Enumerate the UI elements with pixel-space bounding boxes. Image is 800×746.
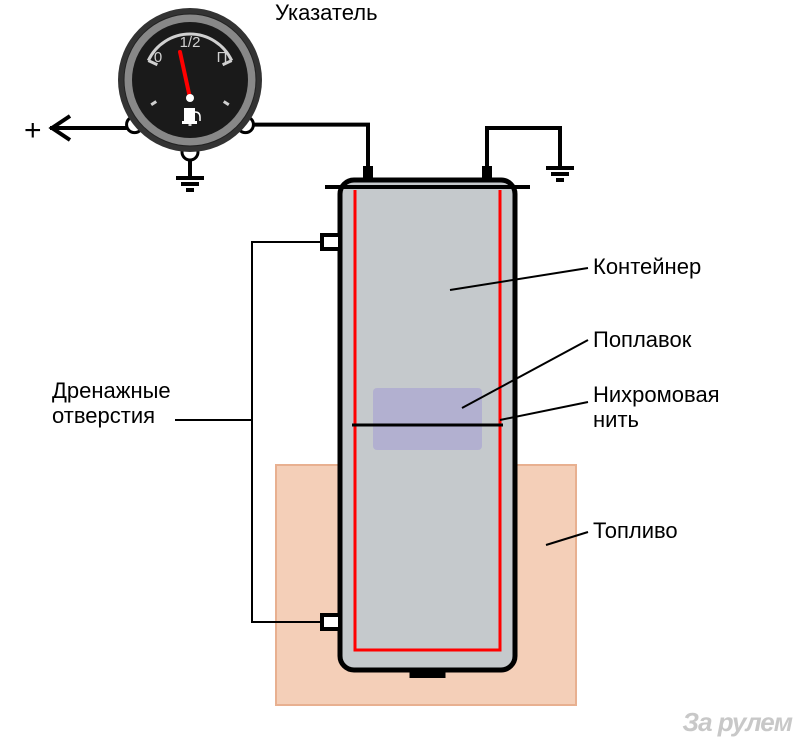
label-wire: Нихромоваянить <box>593 382 720 433</box>
gauge-label-full: П <box>217 49 228 66</box>
ground-left <box>176 160 204 190</box>
gauge-label-half: 1/2 <box>180 34 201 51</box>
label-drainage: Дренажныеотверстия <box>52 378 171 429</box>
float <box>373 388 482 450</box>
watermark: За рулем <box>682 707 792 738</box>
drainage-port-top <box>322 235 340 249</box>
diagram-svg: 0 1/2 П <box>0 0 800 746</box>
container-plug <box>410 668 446 678</box>
gauge-label-zero: 0 <box>154 49 162 66</box>
wire-main <box>253 125 368 166</box>
label-gauge: Указатель <box>275 0 378 26</box>
ground-right <box>546 150 574 180</box>
fuel-sensor-diagram: 0 1/2 П Указатель Контейнер Поплавок Них… <box>0 0 800 746</box>
label-container: Контейнер <box>593 254 701 280</box>
wire-right <box>487 128 560 166</box>
gauge-pivot <box>186 94 194 102</box>
fuel-gauge: 0 1/2 П <box>118 8 262 152</box>
label-float: Поплавок <box>593 327 691 353</box>
drainage-port-bottom <box>322 615 340 629</box>
terminal-post <box>363 166 373 180</box>
label-fuel: Топливо <box>593 518 678 544</box>
label-plus: + <box>24 114 42 148</box>
terminal-post <box>482 166 492 180</box>
